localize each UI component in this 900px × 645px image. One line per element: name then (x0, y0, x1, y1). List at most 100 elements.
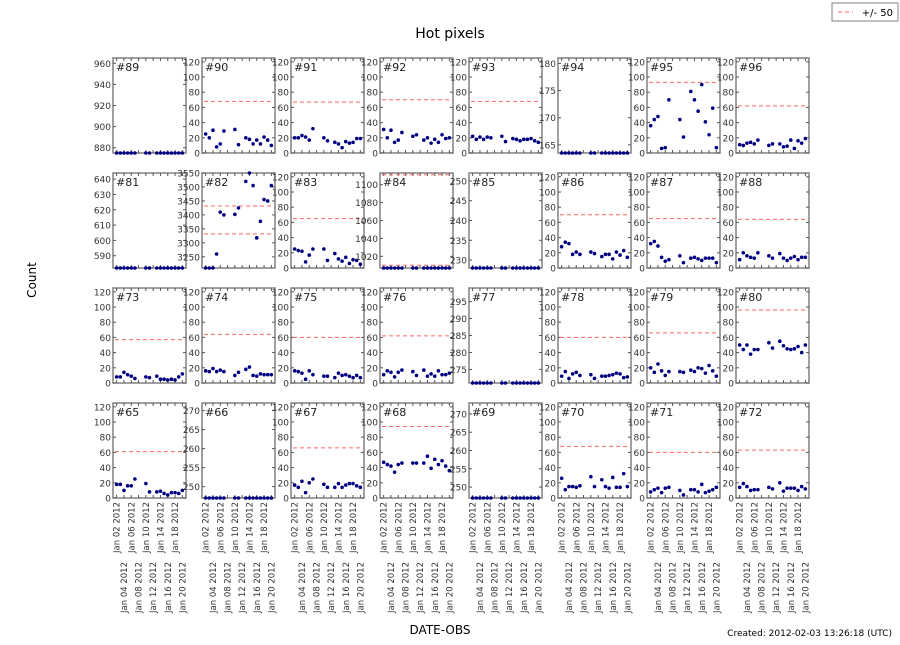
data-point (207, 266, 212, 270)
y-tick-label: 600 (94, 237, 111, 247)
y-tick-label: 60 (367, 449, 379, 459)
panel-frame (201, 402, 276, 499)
panel-66: 250 255 260 265 270 Jan 02 2012 Jan 04 2012 Jan… (183, 402, 277, 614)
data-point (147, 151, 152, 155)
data-point (233, 212, 237, 217)
data-point (703, 120, 708, 124)
panel-label: #92 (383, 61, 406, 74)
y-tick-label: 265 (183, 426, 200, 436)
data-point (503, 381, 508, 385)
data-point (389, 370, 393, 375)
x-tick-label: Jan 12 2012 (683, 562, 693, 614)
panel-label: #80 (739, 291, 762, 304)
y-tick-label: 280 (450, 349, 467, 359)
y-tick-label: 40 (634, 464, 646, 474)
data-point (481, 496, 486, 500)
data-point (778, 339, 782, 344)
y-tick-label: 80 (545, 204, 557, 214)
data-point (788, 256, 793, 260)
data-point (614, 151, 619, 155)
legend-frame (831, 2, 899, 22)
data-point (625, 151, 630, 155)
data-point (792, 486, 797, 490)
y-tick-label: 270 (450, 410, 467, 420)
data-point (169, 266, 174, 270)
data-point (603, 151, 608, 155)
y-tick-label: 20 (278, 364, 290, 374)
data-point (443, 372, 448, 377)
panel-95: 0 20 40 60 80 100 120 #95 (628, 57, 721, 160)
y-tick-label: 20 (189, 134, 201, 144)
x-tick-label: Jan 14 2012 (779, 502, 789, 554)
y-tick-label: 100 (183, 304, 200, 314)
y-tick-label: 40 (456, 119, 468, 129)
data-point (532, 266, 537, 270)
data-point (322, 374, 326, 378)
x-tick-label: Jan 18 2012 (794, 502, 804, 554)
data-point (652, 370, 657, 375)
data-point (447, 266, 452, 270)
y-tick-label: 630 (94, 191, 111, 201)
y-tick-label: 120 (450, 58, 467, 68)
panel-label: #78 (561, 291, 584, 304)
panel-frame (379, 402, 454, 499)
data-point (351, 257, 355, 262)
x-tick-label: Jan 08 2012 (135, 562, 145, 614)
data-point (470, 381, 475, 385)
panel-label: #71 (650, 406, 673, 419)
y-tick-label: 0 (639, 380, 645, 390)
y-tick-label: 20 (367, 134, 379, 144)
data-point (485, 135, 490, 139)
y-tick-label: 100 (717, 419, 734, 429)
data-point (485, 496, 490, 500)
y-tick-label: 920 (94, 102, 111, 112)
data-point (678, 369, 682, 374)
data-point (258, 142, 263, 146)
data-point (422, 266, 426, 270)
data-point (648, 366, 653, 370)
data-point (741, 481, 746, 486)
data-point (222, 369, 226, 374)
data-point (133, 477, 137, 481)
data-point (300, 479, 304, 484)
y-tick-label: 3500 (177, 183, 200, 193)
data-point (440, 458, 444, 463)
y-tick-label: 120 (183, 288, 200, 298)
data-point (737, 142, 742, 147)
data-point (696, 490, 700, 494)
y-tick-label: 60 (545, 219, 557, 229)
data-point (648, 490, 653, 494)
data-point (532, 139, 537, 143)
y-tick-label: 80 (278, 89, 290, 99)
panel-65: 0 20 40 60 80 100 120 Jan 02 2012 Jan 04 2012 Jan… (94, 402, 188, 614)
data-point (689, 256, 693, 260)
y-tick-label: 20 (723, 479, 735, 489)
data-point (247, 365, 252, 369)
panel-frame (646, 172, 721, 269)
data-point (536, 381, 541, 385)
data-point (147, 490, 152, 494)
data-point (681, 260, 686, 265)
data-point (500, 134, 504, 139)
y-tick-label: 0 (728, 495, 734, 505)
data-point (292, 369, 297, 373)
data-point (511, 381, 515, 385)
x-tick-label: Jan 04 2012 (209, 562, 219, 614)
data-point (218, 496, 223, 500)
data-point (667, 485, 671, 490)
data-point (385, 136, 390, 140)
data-point (269, 372, 274, 377)
data-point (385, 462, 390, 467)
data-point (162, 266, 166, 270)
y-tick-label: 40 (723, 234, 735, 244)
data-point (696, 257, 700, 261)
data-point (162, 377, 166, 382)
data-point (703, 371, 708, 375)
y-tick-label: 100 (94, 419, 111, 429)
x-tick-label: Jan 02 2012 (380, 502, 390, 554)
data-point (392, 375, 397, 379)
data-point (333, 485, 337, 490)
data-point (133, 376, 137, 381)
y-tick-label: 100 (272, 419, 289, 429)
y-tick-label: 3350 (177, 225, 200, 235)
